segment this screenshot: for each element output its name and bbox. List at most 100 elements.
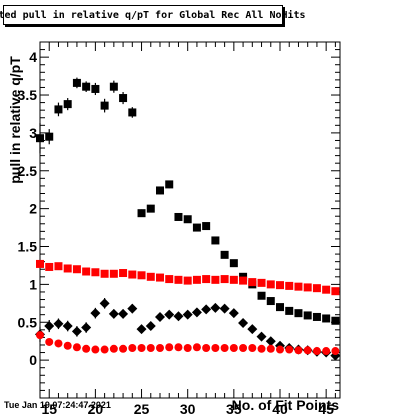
data-point [303, 311, 312, 320]
data-point [312, 312, 321, 321]
data-point [90, 308, 101, 319]
data-point [276, 345, 284, 354]
data-point [322, 347, 331, 356]
data-point [119, 344, 128, 353]
data-point [71, 326, 82, 337]
data-point [119, 269, 128, 278]
data-point [265, 336, 276, 347]
data-point [44, 321, 55, 332]
data-point [331, 316, 340, 325]
data-point [276, 281, 284, 290]
data-point [63, 264, 72, 273]
data-point [248, 278, 257, 287]
data-point [220, 250, 229, 259]
data-point [183, 344, 192, 353]
data-point [266, 297, 275, 306]
x-tick-label: 30 [180, 401, 196, 414]
data-markers [35, 77, 341, 361]
data-point [285, 345, 294, 354]
data-point [276, 303, 284, 312]
data-point [165, 343, 174, 352]
data-point [36, 331, 44, 340]
data-point [63, 100, 72, 109]
data-point [228, 308, 239, 319]
data-point [128, 344, 137, 353]
x-tick-label: 25 [134, 401, 150, 414]
data-point [294, 346, 303, 355]
x-axis-label: No. of Fit Points [232, 397, 340, 413]
y-tick-label: 3.5 [18, 87, 38, 103]
data-point [62, 321, 73, 332]
data-point [82, 344, 91, 353]
data-point [294, 309, 303, 318]
y-tick-label: 4 [29, 49, 37, 65]
data-point [210, 302, 221, 313]
data-point [229, 275, 238, 284]
data-point [72, 78, 81, 87]
data-point [257, 291, 266, 300]
y-tick-label: 1.5 [18, 239, 38, 255]
data-point [174, 275, 183, 284]
data-point [54, 262, 63, 271]
data-point [164, 309, 175, 320]
data-point [155, 311, 165, 322]
data-point [183, 215, 192, 224]
data-point [211, 236, 220, 245]
data-point [312, 347, 321, 356]
data-point [145, 321, 156, 332]
data-point [220, 344, 229, 353]
x-tick-label: 40 [272, 401, 288, 414]
data-point [256, 331, 267, 342]
series-4 [36, 331, 340, 356]
data-point [128, 270, 137, 279]
y-tick-label: 0 [29, 352, 37, 368]
y-tick-label: 3 [29, 125, 37, 141]
axis-ticks: 15 20 25 30 35 40 45 0 0.5 1 1.5 2 2.5 3 3.5 4 [18, 41, 340, 414]
data-point [72, 343, 81, 352]
series-3 [36, 259, 340, 296]
data-point [82, 267, 91, 276]
data-point [322, 314, 331, 323]
data-point [127, 303, 138, 314]
data-point [156, 273, 164, 282]
data-point [100, 345, 109, 354]
data-point [136, 324, 147, 335]
data-point [109, 344, 118, 353]
data-point [219, 303, 230, 314]
data-point [211, 275, 220, 284]
data-point [45, 262, 54, 271]
x-tick-label: 45 [318, 401, 334, 414]
data-point [248, 344, 257, 353]
data-point [303, 346, 312, 355]
data-point [331, 287, 340, 296]
data-point [257, 344, 266, 353]
data-point [91, 268, 100, 277]
data-point [146, 204, 155, 213]
data-point [99, 298, 110, 309]
data-point [63, 341, 72, 350]
x-tick-label: 35 [226, 401, 242, 414]
data-point [119, 94, 128, 103]
data-point [220, 275, 229, 284]
data-point [91, 84, 100, 93]
data-point [285, 281, 294, 290]
data-point [53, 318, 64, 329]
data-point [128, 108, 137, 117]
data-point [81, 322, 92, 333]
y-axis-label: pull in relative q/pT [7, 56, 23, 184]
data-point [229, 344, 238, 353]
plot-title-box: Fitted pull in relative q/pT for Global … [0, 5, 306, 25]
data-point [54, 105, 63, 114]
data-point [156, 344, 164, 353]
y-tick-label: 0.5 [18, 314, 38, 330]
data-point [239, 344, 248, 353]
data-point [303, 283, 312, 292]
data-point [137, 344, 146, 353]
data-point [182, 309, 193, 320]
data-point [202, 222, 211, 231]
y-tick-label: 2.5 [18, 163, 38, 179]
data-point [211, 344, 220, 353]
data-point [36, 134, 44, 143]
x-tick-label: 15 [41, 401, 57, 414]
data-point [45, 337, 54, 346]
